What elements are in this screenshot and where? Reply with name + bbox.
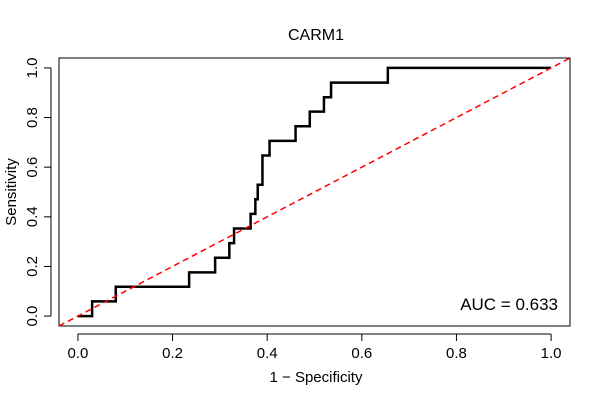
y-tick-label: 1.0 xyxy=(24,57,41,78)
x-tick-label: 0.2 xyxy=(162,345,183,362)
x-axis: 0.0 0.2 0.4 0.6 0.8 1.0 xyxy=(67,333,562,362)
auc-annotation: AUC = 0.633 xyxy=(460,295,558,314)
x-tick-label: 1.0 xyxy=(541,345,562,362)
x-tick-label: 0.4 xyxy=(257,345,278,362)
y-tick-label: 0.0 xyxy=(24,306,41,327)
roc-curve-line xyxy=(77,66,552,318)
plot-marks xyxy=(58,57,571,327)
x-axis-label: 1 − Specificity xyxy=(270,369,363,386)
reference-diagonal-line xyxy=(58,57,571,327)
y-axis: 0.0 0.2 0.4 0.6 0.8 1.0 xyxy=(24,57,52,327)
y-tick-label: 0.2 xyxy=(24,256,41,277)
y-axis-label: Sensitivity xyxy=(3,158,20,226)
x-tick-label: 0.8 xyxy=(446,345,467,362)
y-tick-label: 0.8 xyxy=(24,107,41,128)
chart-title: CARM1 xyxy=(288,27,344,44)
x-tick-label: 0.0 xyxy=(67,345,88,362)
x-tick-label: 0.6 xyxy=(351,345,372,362)
y-tick-label: 0.4 xyxy=(24,206,41,227)
plot-frame xyxy=(58,57,571,327)
y-tick-label: 0.6 xyxy=(24,157,41,178)
